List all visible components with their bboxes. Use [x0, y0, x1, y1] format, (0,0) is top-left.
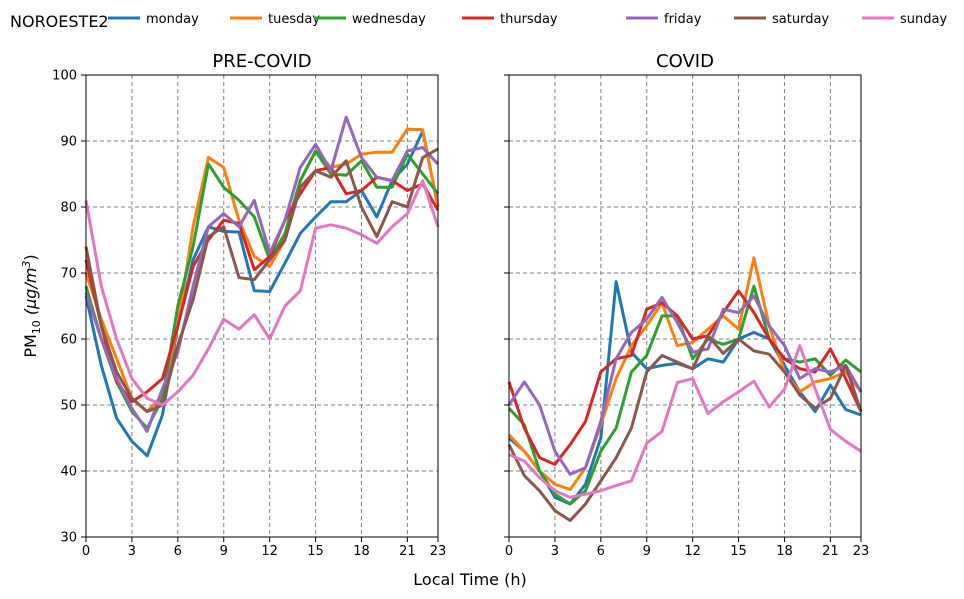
x-tick-label: 15	[730, 544, 747, 559]
series-line-monday	[84, 129, 440, 458]
series-lines	[84, 115, 440, 458]
legend-item-thursday: thursday	[462, 12, 558, 27]
y-axis-label-main: PM	[21, 334, 40, 357]
legend-label: monday	[146, 12, 199, 27]
legend-label: thursday	[500, 12, 558, 27]
series-line-tuesday	[507, 256, 863, 491]
grid	[86, 75, 438, 537]
chart-panel-pre-covid: PRE-COVID 0 3 6 9 12 15 18 21 23 30 40 50 60 70 80 90 10…	[52, 51, 446, 559]
x-tick-label: 18	[776, 544, 793, 559]
y-axis: 30 40 50 60 70 80 90 100	[52, 69, 86, 546]
x-tick-label: 18	[353, 544, 370, 559]
y-tick-label: 100	[52, 69, 77, 84]
legend-item-tuesday: tuesday	[230, 12, 320, 27]
series-line-thursday	[84, 165, 440, 404]
y-axis	[504, 74, 509, 538]
x-axis: 0 3 6 9 12 15 18 21 23	[505, 537, 869, 559]
y-axis-label: PM10 (μg/m3)	[20, 254, 43, 357]
legend-item-saturday: saturday	[734, 12, 829, 27]
x-tick-label: 12	[684, 544, 701, 559]
x-tick-label: 21	[399, 544, 416, 559]
legend-item-sunday: sunday	[862, 12, 947, 27]
series-line-saturday	[507, 334, 863, 522]
x-tick-label: 3	[551, 544, 559, 559]
series-line-saturday	[84, 147, 439, 414]
grid	[509, 75, 861, 537]
x-tick-label: 6	[597, 544, 605, 559]
y-tick-label: 50	[60, 399, 77, 414]
x-tick-label: 23	[853, 544, 870, 559]
chart-panel-covid: COVID 0 3 6 9 12 15 18 21 23	[504, 51, 869, 559]
x-tick-label: 9	[220, 544, 228, 559]
legend-label: sunday	[900, 12, 947, 27]
x-tick-label: 21	[822, 544, 839, 559]
y-tick-label: 60	[60, 333, 77, 348]
chart-title: PRE-COVID	[212, 51, 311, 72]
series-line-friday	[84, 115, 440, 433]
legend-item-friday: friday	[626, 12, 702, 27]
plot-frame	[85, 74, 439, 538]
y-tick-label: 40	[60, 465, 77, 480]
legend-label: friday	[664, 12, 702, 27]
chart-title: COVID	[656, 51, 714, 72]
x-tick-label: 0	[505, 544, 513, 559]
series-line-sunday	[508, 344, 862, 499]
x-tick-label: 9	[643, 544, 651, 559]
legend-label: tuesday	[268, 12, 320, 27]
legend: monday tuesday wednesday thursday friday satu…	[108, 12, 947, 27]
plot-frame	[508, 74, 862, 538]
series-line-sunday	[84, 179, 440, 407]
y-axis-label-unit: (μg/m	[21, 268, 40, 321]
x-axis-label: Local Time (h)	[413, 570, 526, 589]
y-tick-label: 30	[60, 531, 77, 546]
y-tick-label: 90	[60, 135, 77, 150]
x-tick-label: 6	[174, 544, 182, 559]
x-tick-label: 15	[307, 544, 324, 559]
legend-label: wednesday	[352, 12, 426, 27]
y-axis-label-sub: 10	[30, 320, 43, 334]
y-axis-label-close: )	[21, 254, 40, 260]
x-tick-label: 3	[128, 544, 136, 559]
x-tick-label: 0	[82, 544, 90, 559]
y-axis-label-sup: 3	[20, 261, 33, 268]
y-tick-label: 80	[60, 201, 77, 216]
series-line-friday	[507, 294, 863, 476]
legend-label: saturday	[772, 12, 829, 27]
series-line-thursday	[507, 289, 863, 466]
x-tick-label: 12	[261, 544, 278, 559]
y-tick-label: 70	[60, 267, 77, 282]
x-axis: 0 3 6 9 12 15 18 21 23	[82, 537, 446, 559]
x-tick-label: 23	[430, 544, 447, 559]
series-lines	[507, 256, 863, 522]
legend-item-monday: monday	[108, 12, 199, 27]
site-label: NOROESTE2	[10, 12, 109, 31]
legend-item-wednesday: wednesday	[314, 12, 426, 27]
